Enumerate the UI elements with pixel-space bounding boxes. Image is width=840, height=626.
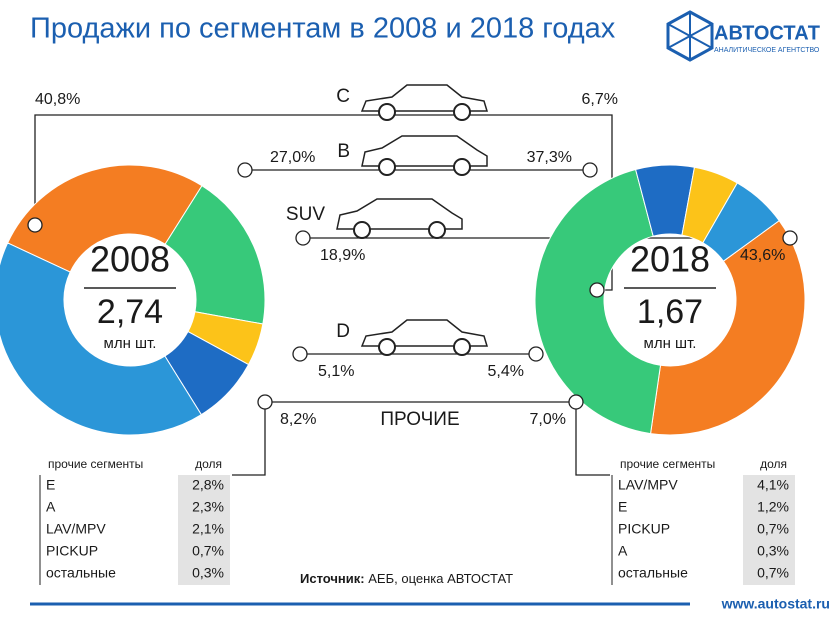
category-label: ПРОЧИЕ	[380, 409, 459, 430]
table-cell: 2,1%	[192, 521, 224, 537]
car-wheel	[453, 338, 471, 356]
value-label: 18,9%	[320, 247, 365, 264]
connector-dot	[295, 230, 311, 246]
table-cell: PICKUP	[618, 521, 670, 537]
value-label: 8,2%	[280, 411, 316, 428]
table-cell: 0,7%	[757, 565, 789, 581]
table-cell: 4,1%	[757, 477, 789, 493]
table-value-column	[178, 475, 230, 585]
table-cell: 2,8%	[192, 477, 224, 493]
connector	[232, 402, 266, 476]
connector-dot	[568, 394, 584, 410]
car-icon	[360, 84, 489, 121]
car-body	[336, 198, 463, 230]
connector-dot	[292, 346, 308, 362]
car-wheel	[378, 103, 396, 121]
source-text: АЕБ, оценка АВТОСТАТ	[368, 571, 513, 586]
value-label: 7,0%	[530, 411, 566, 428]
connector-dot	[257, 394, 273, 410]
donut-segment	[702, 182, 780, 262]
connector-dot	[237, 162, 253, 178]
table-cell: LAV/MPV	[618, 477, 678, 493]
table-header: прочие сегменты	[48, 457, 143, 471]
category-label: B	[337, 141, 350, 162]
table-cell: A	[618, 543, 628, 559]
value-label: 37,3%	[527, 149, 572, 166]
car-icon	[360, 319, 489, 356]
connector-dot	[528, 346, 544, 362]
segments-table: прочие сегменты доля E 2,8% A 2,3% LAV/MPV 2,1%…	[39, 457, 230, 585]
source-label: Источник:	[300, 571, 365, 586]
car-wheel	[353, 221, 371, 239]
donut-segment	[6, 164, 203, 273]
table-cell: остальные	[46, 565, 116, 581]
table-cell: 0,3%	[757, 543, 789, 559]
table-cell: E	[46, 477, 55, 493]
logo-text: АВТОСТАТ	[714, 22, 820, 44]
car-wheel	[453, 158, 471, 176]
table-cell: 0,3%	[192, 565, 224, 581]
center-total: 2,74	[97, 293, 163, 331]
donut-segment	[164, 185, 266, 325]
donut-segment	[0, 242, 202, 436]
category-label: C	[336, 86, 350, 107]
connector-lines	[34, 114, 790, 476]
value-label: 6,7%	[582, 91, 618, 108]
table-cell: остальные	[618, 565, 688, 581]
table-cell: A	[46, 499, 56, 515]
logo-icon-lines	[667, 12, 713, 60]
logo: АВТОСТАТ АНАЛИТИЧЕСКОЕ АГЕНТСТВО	[666, 10, 820, 62]
center-year: 2008	[90, 239, 170, 280]
connector	[575, 402, 610, 476]
source: Источник: АЕБ, оценка АВТОСТАТ	[300, 571, 513, 586]
table-cell: LAV/MPV	[46, 521, 106, 537]
car-body	[360, 84, 489, 112]
connector-dot	[782, 230, 798, 246]
center-unit: млн шт.	[104, 335, 157, 352]
connector-dot	[27, 217, 43, 233]
donuts	[0, 164, 806, 436]
car-wheel	[453, 103, 471, 121]
category-label: D	[336, 321, 350, 342]
table-value-column	[743, 475, 795, 585]
center-total: 1,67	[637, 293, 703, 331]
car-wheel	[378, 338, 396, 356]
connector	[34, 114, 613, 291]
table-cell: 0,7%	[757, 521, 789, 537]
center-unit: млн шт.	[644, 335, 697, 352]
center-year: 2018	[630, 239, 710, 280]
table-cell: 0,7%	[192, 543, 224, 559]
table-header: прочие сегменты	[620, 457, 715, 471]
value-label: 40,8%	[35, 91, 80, 108]
value-label: 43,6%	[740, 247, 785, 264]
connector-dot	[589, 282, 605, 298]
category-label: SUV	[286, 204, 325, 225]
connector-dot	[582, 162, 598, 178]
labels: 2008 2,74 млн шт. 40,8% 27,0% 18,9% 5,1% 8,2% 20…	[27, 84, 798, 430]
url: www.autostat.ru	[721, 596, 830, 612]
donut-segment	[534, 168, 662, 435]
car-body	[361, 135, 488, 167]
value-label: 5,1%	[318, 363, 354, 380]
title: Продажи по сегментам в 2008 и 2018 годах	[30, 13, 616, 45]
car-wheel	[428, 221, 446, 239]
car-body	[360, 319, 489, 347]
table-cell: 2,3%	[192, 499, 224, 515]
segments-table: прочие сегменты доля LAV/MPV 4,1% E 1,2% PICKU…	[611, 457, 795, 585]
car-icon	[336, 198, 463, 239]
car-icon	[361, 135, 488, 176]
table-cell: E	[618, 499, 627, 515]
table-header: доля	[760, 457, 787, 471]
table-cell: PICKUP	[46, 543, 98, 559]
car-wheel	[378, 158, 396, 176]
logo-subtext: АНАЛИТИЧЕСКОЕ АГЕНТСТВО	[714, 47, 820, 54]
donut-segment	[649, 219, 806, 436]
value-label: 27,0%	[270, 149, 315, 166]
table-cell: 1,2%	[757, 499, 789, 515]
value-label: 5,4%	[488, 363, 524, 380]
table-header: доля	[195, 457, 222, 471]
